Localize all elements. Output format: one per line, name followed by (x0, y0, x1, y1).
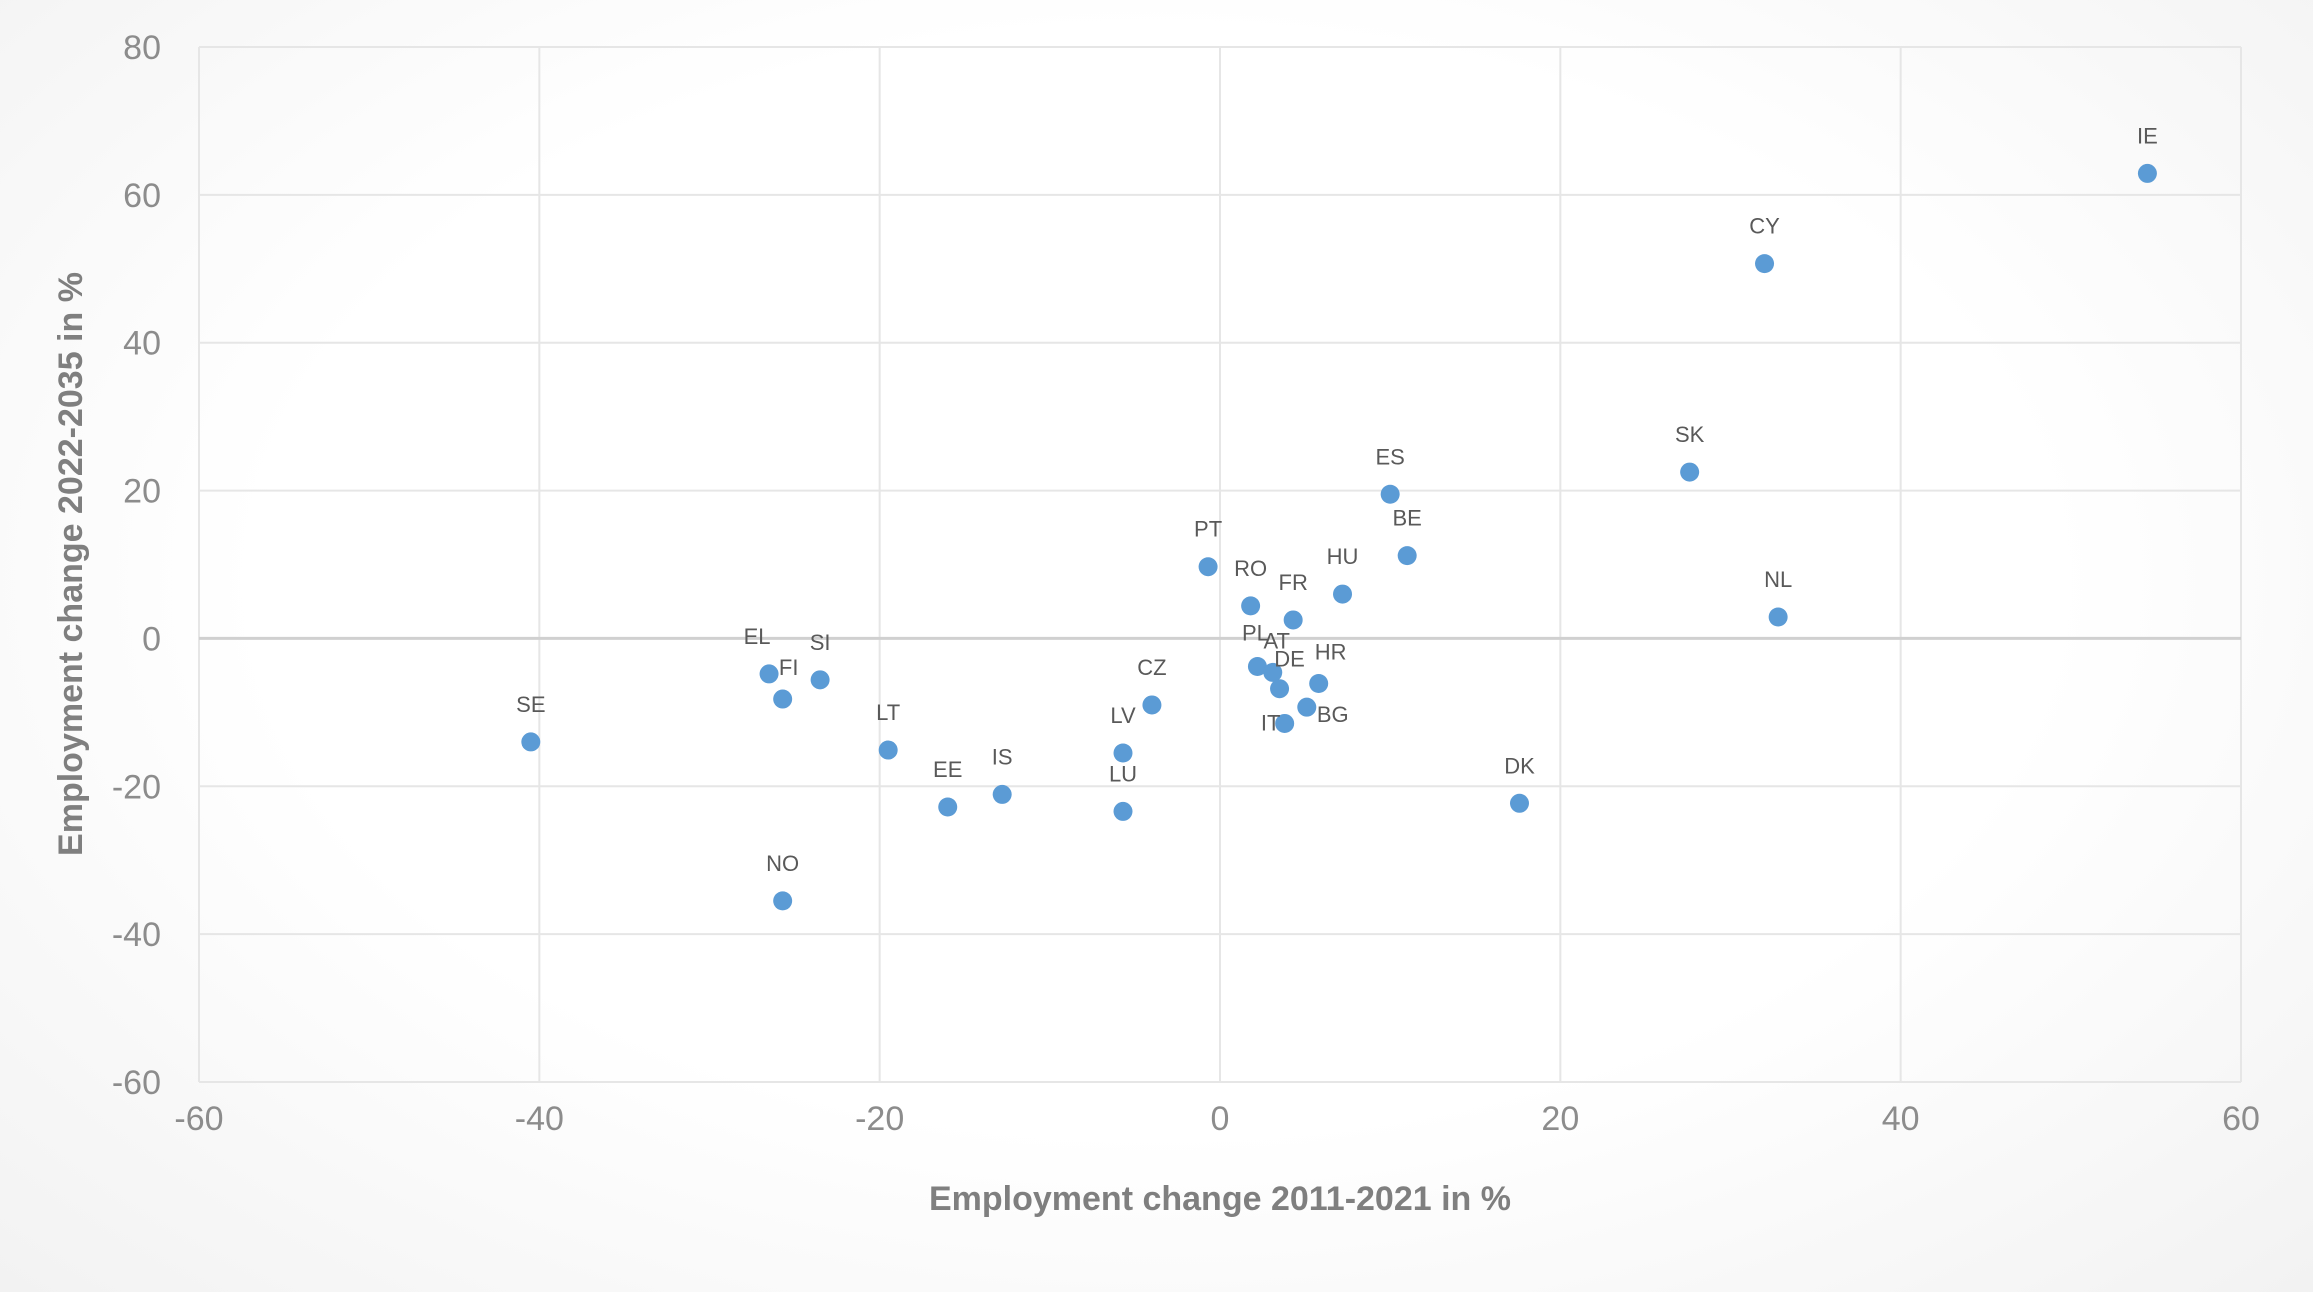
y-tick-label: -20 (112, 768, 161, 806)
point-label-hr: HR (1315, 640, 1347, 665)
grid (198, 46, 2242, 1083)
point-label-el: EL (744, 624, 771, 649)
data-point-hr (1309, 674, 1329, 694)
point-label-fi: FI (779, 655, 799, 680)
point-label-be: BE (1393, 506, 1422, 531)
y-tick-label: 20 (123, 473, 161, 511)
y-tick-label: 0 (142, 620, 161, 658)
data-point-el (759, 664, 779, 684)
point-label-es: ES (1375, 444, 1404, 469)
data-point-dk (1509, 793, 1529, 813)
data-point-pt (1198, 557, 1218, 577)
point-label-dk: DK (1504, 753, 1535, 778)
x-tick-label: -20 (855, 1100, 904, 1138)
x-tick-label: 20 (1541, 1100, 1579, 1138)
point-label-fr: FR (1279, 570, 1308, 595)
point-label-hu: HU (1327, 544, 1359, 569)
data-point-sk (1680, 462, 1700, 482)
x-tick-label: 40 (1882, 1100, 1920, 1138)
data-points (521, 163, 2157, 911)
y-tick-label: -40 (112, 916, 161, 954)
point-label-nl: NL (1764, 567, 1792, 592)
point-label-cy: CY (1749, 214, 1780, 239)
tick-labels: -60 -40 -20 0 20 40 60 -60 -40 -20 0 20 40 60 80 (112, 29, 2260, 1138)
point-label-lv: LV (1110, 703, 1136, 728)
point-label-it: IT (1261, 710, 1281, 735)
point-label-si: SI (810, 630, 831, 655)
data-point-ee (938, 797, 958, 817)
point-label-cz: CZ (1137, 655, 1166, 680)
data-point-nl (1768, 607, 1788, 627)
data-point-be (1397, 546, 1417, 566)
data-point-lv (1113, 743, 1133, 763)
point-label-se: SE (516, 692, 545, 717)
x-tick-label: 60 (2222, 1100, 2260, 1138)
x-tick-label: -60 (174, 1100, 223, 1138)
x-axis-title: Employment change 2011-2021 in % (929, 1180, 1511, 1218)
point-label-no: NO (766, 851, 799, 876)
x-tick-label: 0 (1211, 1100, 1230, 1138)
y-tick-label: 60 (123, 177, 161, 215)
y-tick-label: 80 (123, 29, 161, 67)
data-point-se (521, 732, 541, 752)
point-label-is: IS (992, 744, 1013, 769)
data-point-de (1270, 679, 1290, 699)
data-point-cy (1755, 254, 1775, 274)
point-label-pl: PL (1242, 621, 1269, 646)
data-point-it (1275, 713, 1295, 733)
data-point-cz (1142, 695, 1162, 715)
y-axis-title: Employment change 2022-2035 in % (52, 272, 90, 856)
point-label-pt: PT (1194, 517, 1222, 542)
point-label-de: DE (1274, 647, 1305, 672)
data-point-hu (1333, 584, 1353, 604)
data-point-no (773, 891, 793, 911)
y-tick-label: 40 (123, 325, 161, 363)
y-tick-label: -60 (112, 1064, 161, 1102)
data-point-lu (1113, 801, 1133, 821)
point-label-ro: RO (1234, 556, 1267, 581)
point-label-bg: BG (1317, 702, 1349, 727)
data-point-at (1263, 662, 1283, 682)
data-point-is (992, 784, 1012, 804)
point-label-ie: IE (2137, 123, 2158, 148)
data-point-ie (2137, 163, 2157, 183)
point-label-at: AT (1264, 628, 1290, 653)
data-point-ro (1241, 596, 1261, 616)
point-label-ee: EE (933, 757, 962, 782)
point-label-lt: LT (876, 700, 900, 725)
x-tick-label: -40 (515, 1100, 564, 1138)
data-point-fr (1283, 610, 1303, 630)
data-point-bg (1297, 697, 1317, 717)
point-label-lu: LU (1109, 761, 1137, 786)
data-point-fi (773, 689, 793, 709)
point-label-sk: SK (1675, 422, 1705, 447)
data-point-es (1380, 484, 1400, 504)
data-point-lt (878, 740, 898, 760)
data-point-si (810, 670, 830, 690)
data-point-pl (1247, 657, 1267, 677)
